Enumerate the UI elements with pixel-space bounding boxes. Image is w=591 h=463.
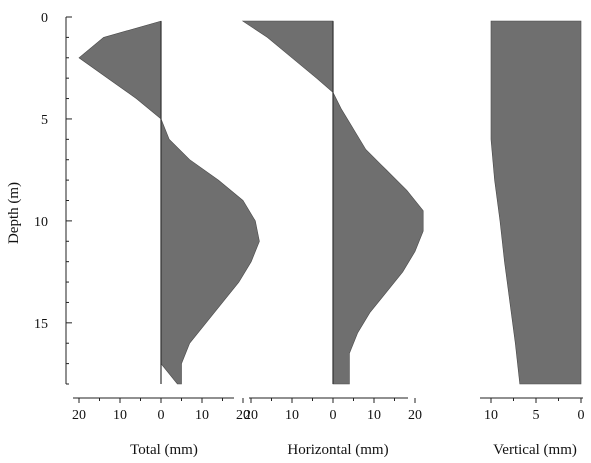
horizontal-axis-title: Horizontal (mm) (287, 442, 388, 458)
depth-axis: 0 5 10 15 (34, 11, 72, 385)
x-tick-label: 20 (236, 408, 250, 423)
panel-total: 20 10 0 10 20 (72, 20, 260, 423)
x-tick-label: 10 (285, 408, 299, 423)
y-tick-label: 15 (34, 317, 48, 332)
x-tick-label: 5 (533, 408, 540, 423)
x-tick-label: 0 (158, 408, 165, 423)
vertical-axis-title: Vertical (mm) (493, 442, 577, 458)
settlement-area (490, 20, 582, 385)
x-tick-label: 20 (72, 408, 86, 423)
x-tick-label: 10 (195, 408, 209, 423)
y-tick-label: 5 (41, 113, 48, 128)
y-tick-label: 10 (34, 215, 48, 230)
x-tick-label: 20 (408, 408, 422, 423)
x-tick-label: 0 (330, 408, 337, 423)
profile-area (78, 20, 260, 385)
x-tick-label: 10 (484, 408, 498, 423)
y-tick-label: 0 (41, 11, 48, 26)
x-tick-label: 10 (113, 408, 127, 423)
panel-vertical: 10 5 0 (480, 20, 585, 423)
total-axis-title: Total (mm) (130, 442, 198, 458)
x-tick-label: 0 (578, 408, 585, 423)
x-tick-label: 20 (244, 408, 258, 423)
panel-horizontal: 20 10 0 10 20 (241, 20, 424, 423)
depth-axis-title: Depth (m) (6, 182, 22, 244)
x-tick-label: 10 (367, 408, 381, 423)
